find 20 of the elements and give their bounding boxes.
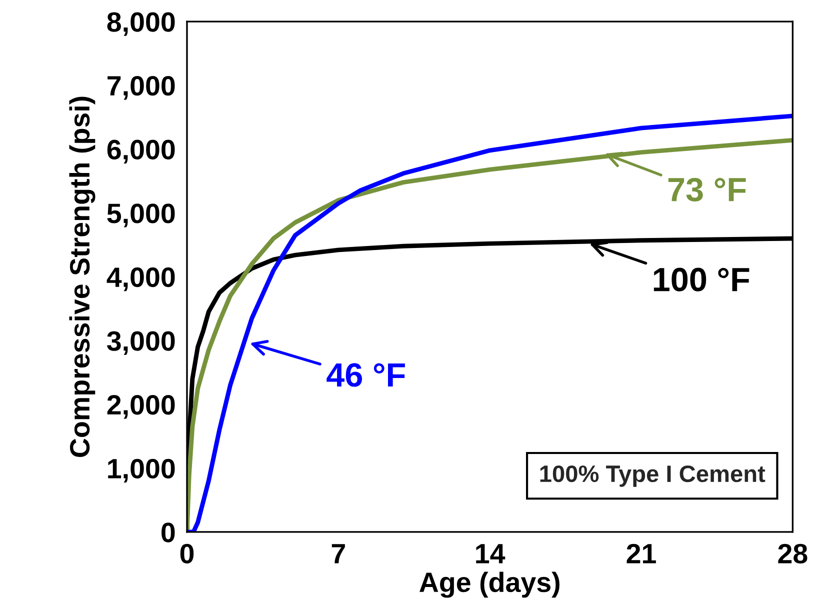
x-tick-label: 21 bbox=[626, 544, 656, 564]
y-tick-label: 8,000 bbox=[107, 12, 175, 36]
annotation: 73 °F bbox=[668, 178, 746, 202]
y-tick-label: 6,000 bbox=[107, 140, 175, 164]
annotation: 100 °F bbox=[654, 268, 750, 292]
y-tick-label: 0 bbox=[162, 522, 175, 542]
x-axis-title: Age (days) bbox=[420, 572, 560, 598]
annotation: 100% Type I Cement bbox=[540, 465, 766, 487]
y-tick-label: 4,000 bbox=[106, 267, 175, 292]
y-tick-label: 7,000 bbox=[108, 76, 175, 100]
y-tick-label: 2,000 bbox=[107, 395, 175, 419]
x-tick-label: 7 bbox=[332, 544, 345, 564]
x-tick-label: 14 bbox=[476, 544, 506, 564]
y-tick-label: 1,000 bbox=[108, 458, 175, 483]
annotation: 46 °F bbox=[326, 363, 405, 387]
y-tick-label: 5,000 bbox=[107, 204, 175, 228]
y-axis-title: Compressive Strength (psi) bbox=[69, 96, 96, 457]
y-tick-label: 3,000 bbox=[107, 331, 175, 355]
x-tick-label: 0 bbox=[180, 544, 194, 564]
x-tick-label: 28 bbox=[778, 544, 808, 564]
